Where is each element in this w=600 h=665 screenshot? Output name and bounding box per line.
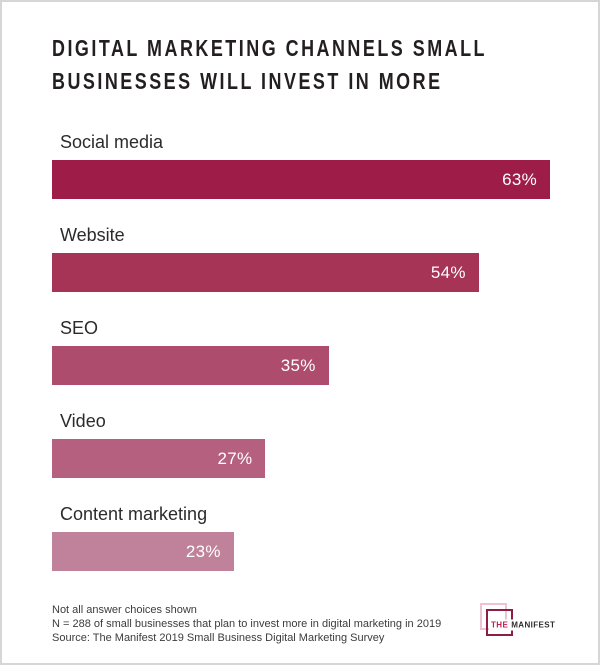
bar-value-label: 35% bbox=[280, 355, 316, 375]
bar-value-label: 54% bbox=[430, 262, 466, 282]
bar-category-label: Website bbox=[60, 225, 125, 245]
bar-video: 27% bbox=[52, 439, 266, 478]
bar-category-label: Video bbox=[60, 411, 106, 431]
bar-category-label: SEO bbox=[60, 318, 99, 338]
bar-social-media: 63% bbox=[52, 160, 550, 199]
bar-category-label: Content marketing bbox=[60, 504, 208, 524]
bar-seo: 35% bbox=[52, 346, 329, 385]
chart-title: DIGITAL MARKETING CHANNELS SMALL BUSINES… bbox=[52, 32, 550, 98]
bar-row: Social media 63% bbox=[52, 131, 550, 199]
chart-title-line-2: BUSINESSES WILL INVEST IN MORE bbox=[52, 68, 443, 94]
bar-category-label: Social media bbox=[60, 132, 164, 152]
bar-website: 54% bbox=[52, 253, 479, 292]
bar-value-label: 23% bbox=[185, 541, 221, 561]
bar-value-label: 63% bbox=[502, 169, 537, 189]
logo-manifest: MANIFEST bbox=[511, 620, 556, 630]
bar-row: SEO 35% bbox=[52, 317, 550, 385]
footnote-sample-size: N = 288 of small businesses that plan to… bbox=[52, 618, 442, 630]
the-manifest-logo: THE MANIFEST bbox=[480, 603, 558, 647]
logo-the: THE bbox=[491, 620, 509, 630]
footnotes: Not all answer choices shown N = 288 of … bbox=[52, 603, 441, 645]
footnote-answer-choices: Not all answer choices shown bbox=[52, 604, 197, 616]
footer: Not all answer choices shown N = 288 of … bbox=[52, 603, 558, 647]
bar-value-label: 27% bbox=[217, 448, 253, 468]
bar-row: Website 54% bbox=[52, 224, 550, 292]
bar-chart: Social media 63% Website 54% SEO 35% Vid… bbox=[52, 131, 550, 571]
footnote-source: Source: The Manifest 2019 Small Business… bbox=[52, 632, 385, 644]
bar-row: Content marketing 23% bbox=[52, 503, 550, 571]
bar-row: Video 27% bbox=[52, 410, 550, 478]
chart-title-line-1: DIGITAL MARKETING CHANNELS SMALL bbox=[52, 35, 488, 61]
logo-wordmark: THE MANIFEST bbox=[489, 619, 558, 631]
bar-content-marketing: 23% bbox=[52, 532, 234, 571]
